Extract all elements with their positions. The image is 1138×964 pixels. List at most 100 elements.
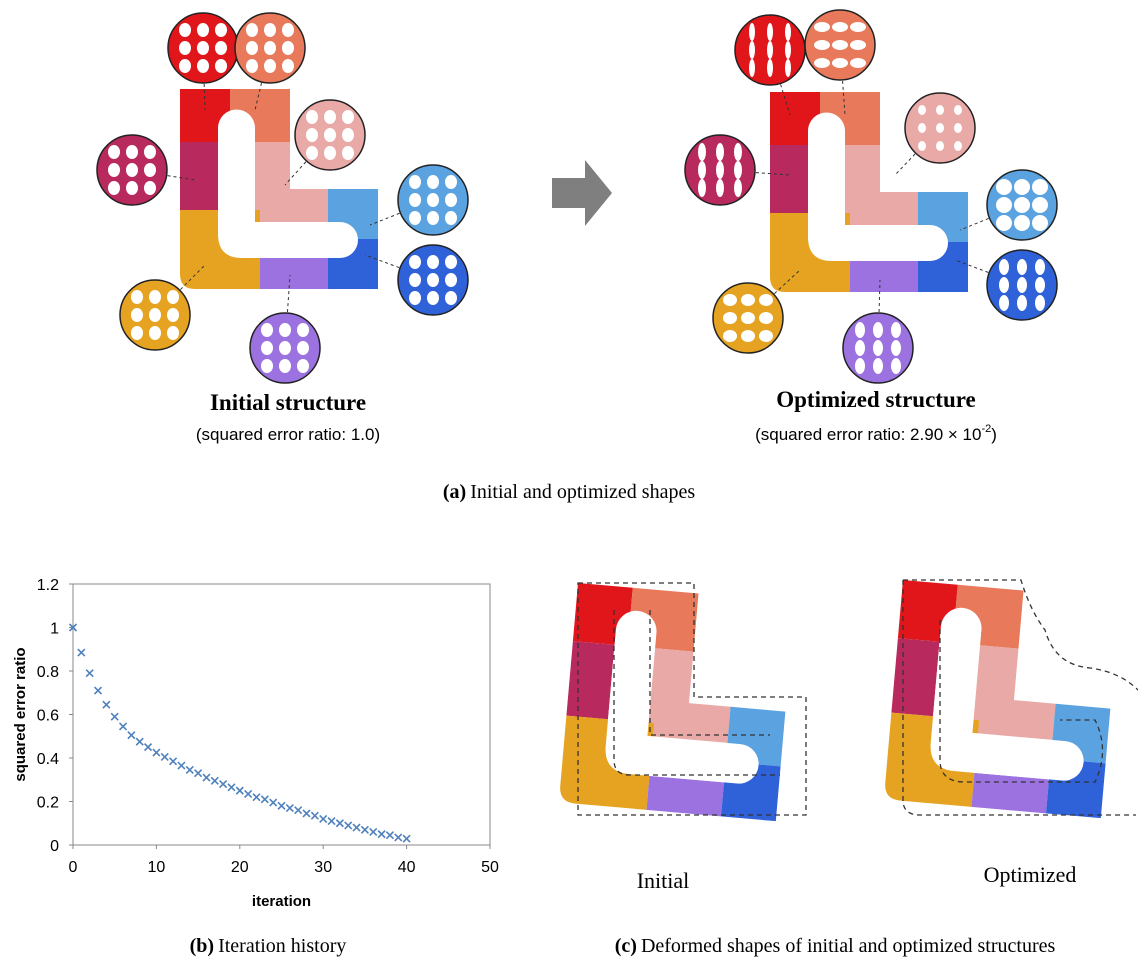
cell-hole <box>999 295 1009 311</box>
cell-hole <box>297 323 309 337</box>
cell-hole <box>759 330 773 342</box>
cell-hole <box>342 128 354 142</box>
deformed-initial <box>559 583 806 821</box>
unit-cell <box>285 100 365 185</box>
optimized-title: Optimized structure <box>776 387 976 412</box>
cell-hole <box>1014 215 1030 231</box>
figure: Initial structure (squared error ratio: … <box>0 0 1138 964</box>
marker <box>186 766 193 773</box>
cell-hole <box>261 359 273 373</box>
cell-hole <box>246 59 258 73</box>
arrow <box>552 160 612 226</box>
cell-hole <box>427 291 439 305</box>
cell-hole <box>264 59 276 73</box>
initial-label: Initial <box>637 868 690 893</box>
cell-hole <box>342 110 354 124</box>
y-tick-label: 1 <box>50 621 59 638</box>
cell-hole <box>954 141 962 151</box>
marker <box>303 810 310 817</box>
cell-hole <box>716 161 724 179</box>
unit-cell <box>365 245 468 315</box>
cell-hole <box>445 273 457 287</box>
cell-hole <box>1032 179 1048 195</box>
cell-hole <box>1035 259 1045 275</box>
cell-hole <box>409 255 421 269</box>
caption-text: Iteration history <box>218 935 346 957</box>
marker <box>270 799 277 806</box>
cell-hole <box>891 340 901 356</box>
optimized-label: Optimized <box>984 862 1077 887</box>
unit-cell <box>960 170 1057 240</box>
unit-cell <box>895 93 975 175</box>
cell-hole <box>996 215 1012 231</box>
cell-hole <box>342 146 354 160</box>
cell-hole <box>324 146 336 160</box>
unit-cell <box>843 280 913 383</box>
cell-hole <box>306 128 318 142</box>
cell-hole <box>1017 277 1027 293</box>
cell-hole <box>179 59 191 73</box>
cell-hole <box>1035 277 1045 293</box>
cell-hole <box>749 59 755 77</box>
cell-hole <box>409 211 421 225</box>
cell-hole <box>918 105 926 115</box>
cell-hole <box>698 143 706 161</box>
marker <box>311 812 318 819</box>
cell-hole <box>282 23 294 37</box>
cell-hole <box>716 143 724 161</box>
y-tick-label: 0.4 <box>37 751 59 768</box>
cell-hole <box>999 277 1009 293</box>
cell-hole <box>179 41 191 55</box>
marker <box>211 777 218 784</box>
marker <box>120 723 127 730</box>
cell-hole <box>999 259 1009 275</box>
cell-hole <box>149 290 161 304</box>
y-tick-label: 0.2 <box>37 795 59 812</box>
x-axis-label: iteration <box>252 893 311 910</box>
unit-cell <box>955 250 1057 320</box>
cell-hole <box>197 59 209 73</box>
initial-title: Initial structure <box>210 390 366 415</box>
cell-hole <box>767 41 773 59</box>
marker <box>286 805 293 812</box>
cell-hole <box>409 291 421 305</box>
cell-hole <box>873 340 883 356</box>
cell-hole <box>873 358 883 374</box>
cell-hole <box>814 40 830 50</box>
marker <box>336 820 343 827</box>
cell-hole <box>126 145 138 159</box>
x-tick-label: 40 <box>398 859 416 876</box>
cell-hole <box>131 290 143 304</box>
marker <box>253 794 260 801</box>
marker <box>145 744 152 751</box>
initial-note: (squared error ratio: 1.0) <box>196 425 380 444</box>
cell-hole <box>918 141 926 151</box>
cell-hole <box>734 143 742 161</box>
cell-hole <box>855 322 865 338</box>
caption-label: (a) <box>443 481 466 503</box>
cell-hole <box>144 163 156 177</box>
cell-hole <box>1035 295 1045 311</box>
cell-hole <box>891 322 901 338</box>
cell-hole <box>445 291 457 305</box>
cell-hole <box>723 330 737 342</box>
caption-text: Deformed shapes of initial and optimized… <box>641 935 1056 957</box>
marker <box>320 815 327 822</box>
marker <box>370 828 377 835</box>
cell-hole <box>246 41 258 55</box>
unit-cell <box>370 165 468 235</box>
cell-hole <box>855 358 865 374</box>
cell-hole <box>264 41 276 55</box>
cell-hole <box>144 181 156 195</box>
caption-label: (c) <box>615 935 637 957</box>
marker <box>261 796 268 803</box>
marker <box>95 687 102 694</box>
cell-hole <box>279 323 291 337</box>
marker <box>295 807 302 814</box>
marker <box>161 753 168 760</box>
marker <box>228 784 235 791</box>
x-tick-label: 50 <box>481 859 499 876</box>
cell-hole <box>409 273 421 287</box>
cell-hole <box>749 41 755 59</box>
marker <box>86 670 93 677</box>
